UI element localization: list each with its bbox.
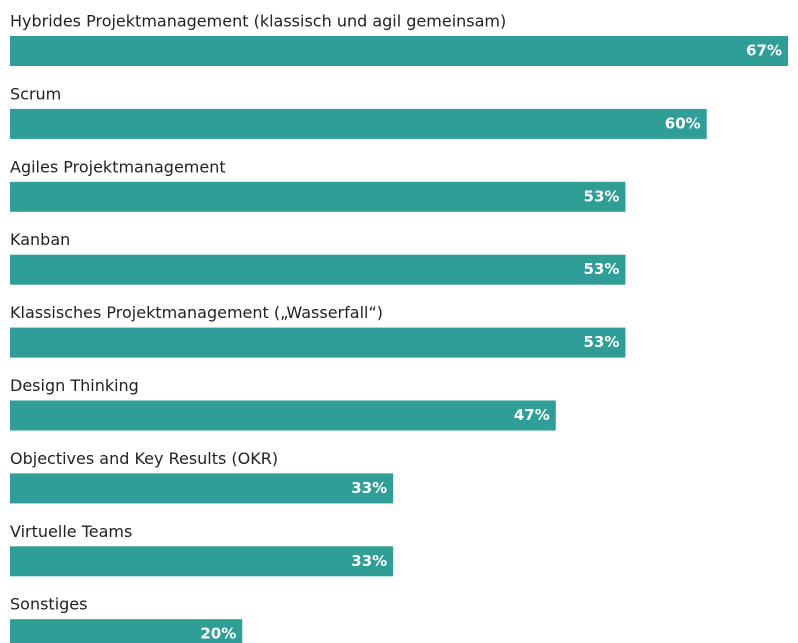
- value-label: 67%: [746, 42, 782, 60]
- value-label: 20%: [200, 625, 236, 643]
- value-label: 53%: [584, 260, 620, 278]
- bar: [10, 36, 788, 66]
- value-label: 47%: [514, 406, 550, 424]
- bar: [10, 181, 626, 212]
- value-label: 60%: [665, 114, 701, 132]
- bar: [10, 400, 556, 431]
- bar: [10, 327, 626, 358]
- category-label: Design Thinking: [10, 376, 139, 395]
- value-label: 33%: [351, 552, 387, 570]
- category-label: Objectives and Key Results (OKR): [10, 449, 278, 468]
- bar: [10, 546, 394, 577]
- bar: [10, 473, 394, 504]
- category-label: Kanban: [10, 230, 70, 249]
- value-label: 33%: [351, 479, 387, 497]
- category-label: Hybrides Projektmanagement (klassisch un…: [10, 12, 506, 31]
- category-label: Sonstiges: [10, 595, 87, 614]
- bar: [10, 108, 707, 139]
- category-label: Scrum: [10, 84, 61, 103]
- bar: [10, 254, 626, 285]
- category-label: Agiles Projektmanagement: [10, 157, 226, 176]
- value-label: 53%: [584, 187, 620, 205]
- category-label: Klassisches Projektmanagement („Wasserfa…: [10, 303, 383, 322]
- category-label: Virtuelle Teams: [10, 522, 132, 541]
- value-label: 53%: [584, 333, 620, 351]
- bar: [10, 619, 243, 643]
